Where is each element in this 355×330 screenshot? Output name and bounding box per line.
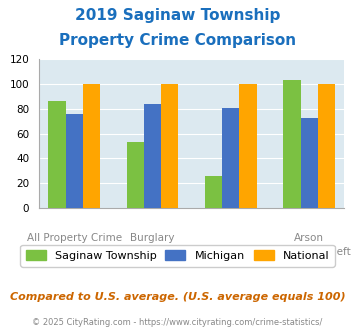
Bar [301, 117, 318, 208]
Bar [161, 84, 179, 208]
Bar [127, 142, 144, 208]
Bar [205, 176, 222, 208]
Legend: Saginaw Township, Michigan, National: Saginaw Township, Michigan, National [20, 245, 335, 267]
Bar [283, 81, 301, 208]
Text: Property Crime Comparison: Property Crime Comparison [59, 33, 296, 48]
Bar [48, 101, 66, 208]
Bar [83, 84, 100, 208]
Bar [318, 84, 335, 208]
Bar [66, 114, 83, 208]
Text: Burglary: Burglary [130, 233, 175, 243]
Text: © 2025 CityRating.com - https://www.cityrating.com/crime-statistics/: © 2025 CityRating.com - https://www.city… [32, 318, 323, 327]
Text: Larceny & Theft: Larceny & Theft [268, 247, 350, 257]
Text: Arson: Arson [294, 233, 324, 243]
Text: 2019 Saginaw Township: 2019 Saginaw Township [75, 8, 280, 23]
Text: Motor Vehicle Theft: Motor Vehicle Theft [102, 247, 203, 257]
Bar [222, 108, 240, 208]
Text: Compared to U.S. average. (U.S. average equals 100): Compared to U.S. average. (U.S. average … [10, 292, 345, 302]
Bar [144, 104, 161, 208]
Bar [240, 84, 257, 208]
Text: All Property Crime: All Property Crime [27, 233, 122, 243]
